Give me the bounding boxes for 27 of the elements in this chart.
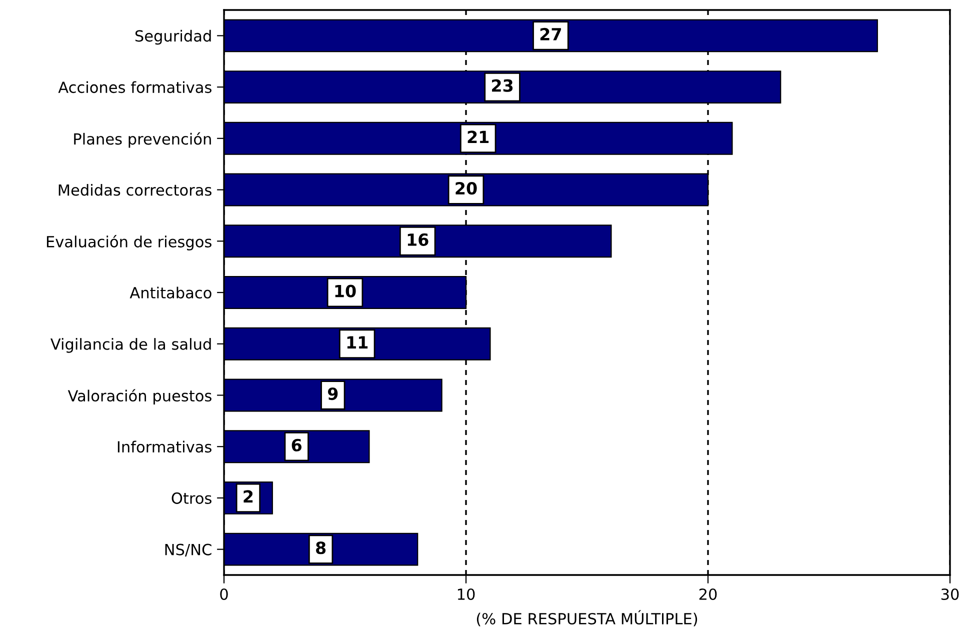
data-label: 23: [492, 79, 513, 92]
data-label: 6: [292, 438, 302, 452]
y-tick-label: Evaluación de riesgos: [46, 235, 212, 250]
y-tick-label: Medidas correctoras: [58, 184, 212, 196]
y-tick-label: Informativas: [118, 440, 212, 453]
data-label: 21: [468, 130, 489, 144]
data-label: 2: [244, 490, 253, 503]
data-label: 27: [540, 28, 561, 40]
y-tick-label: Valoración puestos: [68, 389, 212, 405]
data-label: 20: [456, 182, 477, 195]
x-tick-label: 20: [699, 588, 717, 600]
x-tick-label: 30: [941, 588, 959, 600]
y-tick-label: NS/NC: [165, 544, 212, 557]
data-label: 8: [316, 542, 326, 554]
y-tick-label: Otros: [172, 492, 212, 504]
y-tick-label: Seguridad: [135, 30, 211, 45]
y-tick-label: Antitabaco: [130, 286, 212, 299]
data-label: 11: [347, 336, 368, 348]
x-tick-label: 10: [458, 588, 475, 600]
y-tick-label: Acciones formativas: [58, 81, 212, 94]
data-label: 9: [328, 387, 338, 400]
x-tick-label: 0: [220, 588, 228, 600]
data-label: 10: [335, 284, 356, 298]
data-label: 16: [408, 233, 428, 246]
y-tick-label: Vigilancia de la salud: [50, 338, 211, 353]
x-axis-title: (% DE RESPUESTA MÚLTIPLE): [476, 610, 698, 626]
y-tick-label: Planes prevención: [74, 132, 211, 148]
